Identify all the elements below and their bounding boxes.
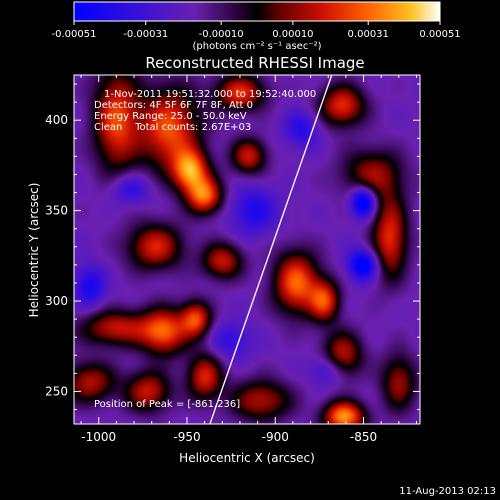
solar-limb-line xyxy=(209,75,333,424)
y-tick-label: 250 xyxy=(45,384,68,398)
colorbar xyxy=(73,1,441,22)
colorbar-ticks: -0.00051 -0.00031 -0.00010 0.00010 0.00031 0.… xyxy=(52,21,461,40)
y-tick-label: 350 xyxy=(45,204,68,218)
x-tick-label: -1000 xyxy=(81,430,116,444)
annotation-detectors: Detectors: 4F 5F 6F 7F 8F, Att 0 xyxy=(94,100,253,111)
colorbar-tick-label: -0.00051 xyxy=(52,29,97,40)
plot-frame xyxy=(73,74,421,425)
colorbar-tick-label: -0.00031 xyxy=(123,29,168,40)
x-axis-label: Heliocentric X (arcsec) xyxy=(179,451,315,465)
y-axis-label: Heliocentric Y (arcsec) xyxy=(27,183,41,318)
annotation-block: 1-Nov-2011 19:51:32.000 to 19:52:40.000 … xyxy=(94,89,316,133)
colorbar-tick-label: -0.00010 xyxy=(199,29,244,40)
annotation-energy-range: Energy Range: 25.0 - 50.0 keV xyxy=(94,111,247,122)
colorbar-tick-label: 0.00031 xyxy=(348,29,389,40)
annotation-clean-counts: Clean Total counts: 2.67E+03 xyxy=(94,122,251,133)
y-tick-label: 400 xyxy=(45,113,68,127)
x-tick-label: -950 xyxy=(173,430,200,444)
x-axis-ticks: -1000 -950 -900 -850 xyxy=(80,75,417,444)
y-axis-ticks: 250 300 350 400 xyxy=(45,83,420,411)
chart-title: Reconstructed RHESSI Image xyxy=(145,54,364,72)
x-tick-label: -900 xyxy=(262,430,289,444)
colorbar-unit-label: (photons cm⁻² s⁻¹ asec⁻²) xyxy=(192,41,321,52)
y-tick-label: 300 xyxy=(45,294,68,308)
x-tick-label: -850 xyxy=(350,430,377,444)
heatmap-image xyxy=(74,75,420,424)
footer-date: 11-Aug-2013 02:13 xyxy=(399,486,496,497)
colorbar-tick-label: 0.00010 xyxy=(272,29,313,40)
annotation-time-range: 1-Nov-2011 19:51:32.000 to 19:52:40.000 xyxy=(104,89,316,100)
peak-position-label: Position of Peak = [-861,236] xyxy=(94,399,240,410)
colorbar-tick-label: 0.00051 xyxy=(419,29,460,40)
